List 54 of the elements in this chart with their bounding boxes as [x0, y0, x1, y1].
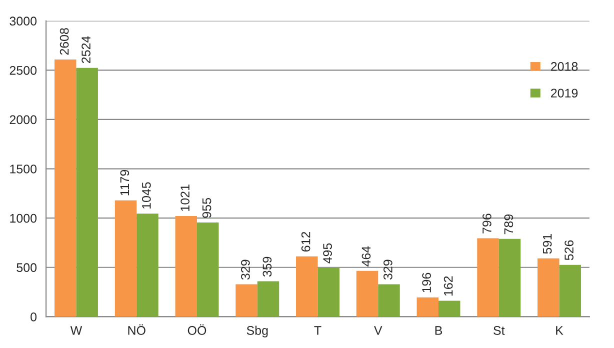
legend-label: 2018 [551, 62, 578, 71]
data-label: 1045 [142, 182, 151, 209]
x-tick-label: NÖ [128, 324, 146, 335]
data-label: 2524 [82, 36, 90, 64]
data-label: 1021 [180, 184, 190, 211]
bar [136, 214, 158, 317]
data-label: 359 [262, 256, 272, 277]
y-tick-label: 500 [16, 263, 37, 272]
data-label: 464 [362, 246, 371, 266]
bar [378, 284, 400, 317]
data-label: 591 [542, 234, 552, 254]
bar [438, 300, 460, 317]
bar [416, 297, 438, 317]
data-label: 612 [301, 232, 310, 252]
data-label: 329 [383, 260, 392, 280]
data-label: 955 [202, 198, 212, 218]
y-tick-label: 0 [30, 312, 37, 322]
bar [318, 268, 340, 317]
data-label: 526 [564, 240, 574, 260]
bar [54, 60, 76, 317]
bar [175, 216, 197, 317]
x-tick-label: Sbg [246, 326, 268, 338]
x-tick-label: St [494, 326, 505, 335]
y-tick-label: 2000 [10, 115, 37, 124]
data-label: 1179 [120, 170, 130, 196]
data-label: 789 [504, 214, 514, 234]
bar [559, 264, 581, 317]
bar [538, 258, 560, 317]
bar [356, 270, 378, 317]
bar [296, 256, 318, 317]
x-tick-label: T [314, 326, 322, 335]
data-label: 2608 [60, 28, 69, 55]
y-tick-label: 2500 [10, 66, 37, 75]
data-label: 495 [323, 243, 332, 264]
data-label: 796 [482, 214, 492, 234]
x-tick-label: W [70, 326, 82, 335]
x-tick-label: OÖ [188, 324, 206, 335]
x-tick-label: K [556, 326, 564, 335]
bar [498, 238, 521, 317]
legend-label: 2019 [551, 88, 578, 98]
data-label: 329 [241, 260, 250, 280]
x-tick-label: V [374, 326, 382, 335]
bar [196, 222, 219, 317]
y-tick-label: 3000 [10, 16, 37, 26]
x-tick-label: B [435, 326, 442, 335]
bar [257, 281, 280, 317]
y-tick-label: 1500 [10, 164, 37, 174]
data-label: 196 [422, 272, 431, 292]
bar [114, 200, 137, 317]
y-tick-label: 1000 [10, 214, 37, 223]
data-label: 162 [444, 276, 453, 296]
bar [477, 238, 499, 317]
bar [76, 68, 98, 317]
bar [236, 284, 258, 317]
